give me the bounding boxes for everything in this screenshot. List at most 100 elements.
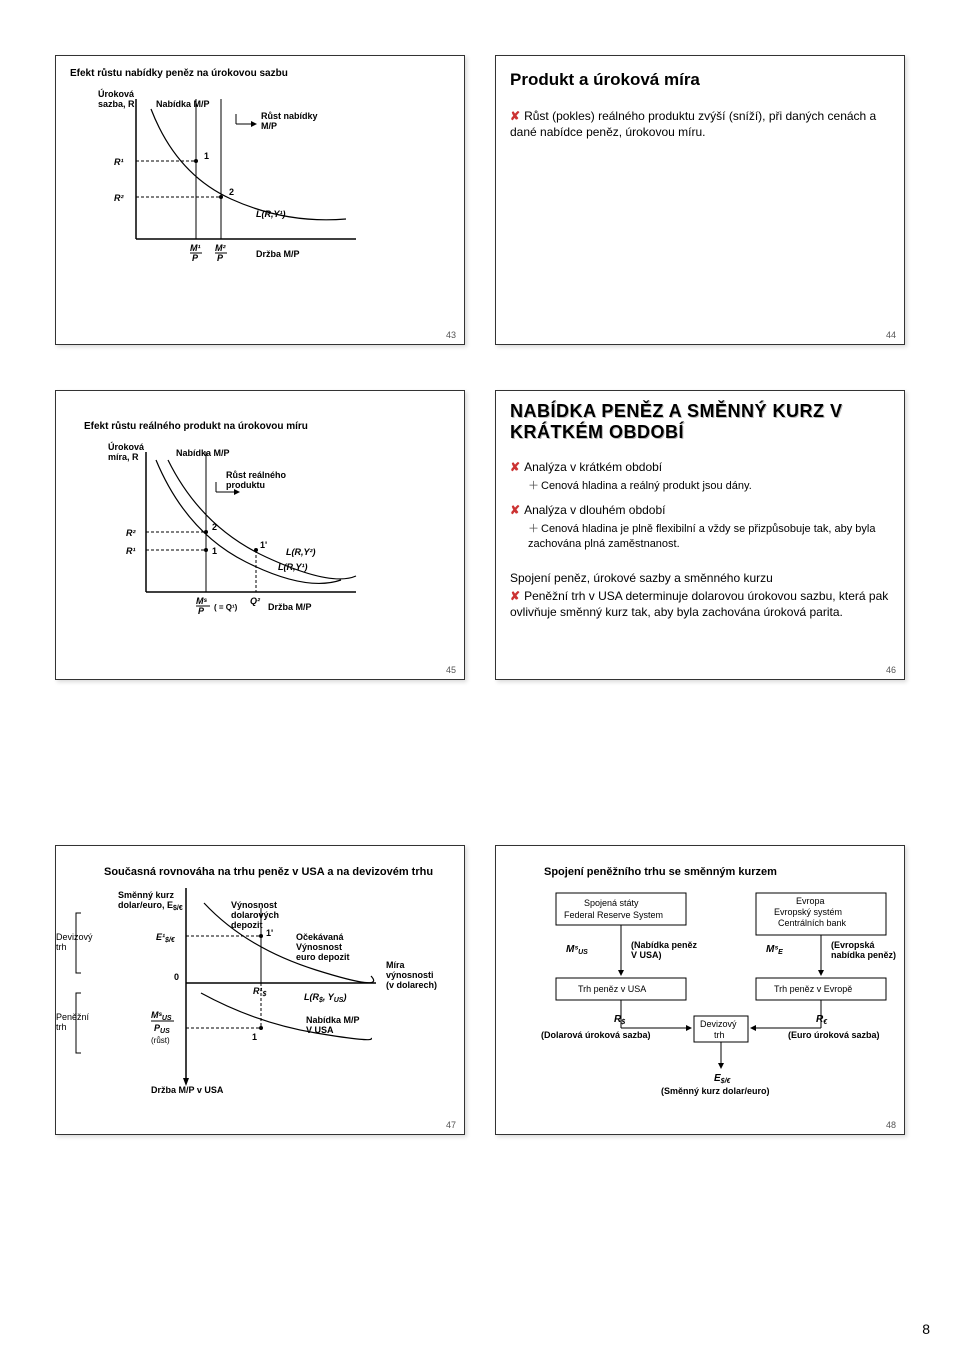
- svg-text:Mˢ: Mˢ: [196, 596, 207, 606]
- svg-text:P: P: [198, 606, 205, 616]
- slide-46-p2b: ✘Peněžní trh v USA determinuje dolarovou…: [510, 588, 890, 620]
- svg-text:Trh peněz v USA: Trh peněz v USA: [578, 984, 646, 994]
- slide-47-num: 47: [446, 1120, 456, 1130]
- slide-44-bullet: ✘Růst (pokles) reálného produktu zvýší (…: [510, 108, 890, 140]
- svg-text:2: 2: [212, 522, 217, 532]
- svg-text:PUS: PUS: [154, 1023, 170, 1035]
- svg-text:( = Q¹): ( = Q¹): [214, 603, 238, 612]
- svg-text:Nabídka M/P: Nabídka M/P: [156, 99, 210, 109]
- svg-text:L(R,Y²): L(R,Y²): [286, 547, 316, 557]
- svg-text:L(R$, YUS): L(R$, YUS): [304, 992, 346, 1004]
- svg-text:Nabídka M/P: Nabídka M/P: [306, 1015, 360, 1025]
- chart-43: Úroková sazba, R Nabídka M/P Růst nabídk…: [56, 79, 465, 329]
- svg-text:R$: R$: [614, 1014, 625, 1026]
- svg-text:M¹: M¹: [190, 243, 201, 253]
- svg-text:R¹: R¹: [114, 157, 124, 167]
- x-icon: ✘: [510, 460, 520, 474]
- svg-text:dolarových: dolarových: [231, 910, 279, 920]
- slide-44-num: 44: [886, 330, 896, 340]
- svg-text:R²: R²: [114, 193, 124, 203]
- slide-48-num: 48: [886, 1120, 896, 1130]
- svg-text:Evropa: Evropa: [796, 896, 825, 906]
- svg-text:M/P: M/P: [261, 121, 277, 131]
- svg-text:R¹: R¹: [126, 546, 136, 556]
- svg-text:Q²: Q²: [250, 596, 261, 606]
- slide-43: Efekt růstu nabídky peněz na úrokovou sa…: [55, 55, 465, 345]
- svg-text:Úroková: Úroková: [98, 88, 135, 99]
- svg-text:1: 1: [204, 151, 209, 161]
- svg-text:Růst reálného: Růst reálného: [226, 470, 287, 480]
- svg-text:(Dolarová úroková sazba): (Dolarová úroková sazba): [541, 1030, 651, 1040]
- slide-43-num: 43: [446, 330, 456, 340]
- svg-text:Výnosnost: Výnosnost: [231, 900, 277, 910]
- svg-text:R€: R€: [816, 1014, 828, 1026]
- x-icon: ✘: [510, 109, 520, 123]
- svg-text:Centrálních bank: Centrálních bank: [778, 918, 847, 928]
- slide-46-b1: ✘Analýza v krátkém období: [510, 459, 890, 475]
- slide-46-num: 46: [886, 665, 896, 675]
- svg-text:Peněžní: Peněžní: [56, 1012, 90, 1022]
- svg-text:trh: trh: [714, 1030, 725, 1040]
- slide-43-title: Efekt růstu nabídky peněz na úrokovou sa…: [70, 68, 464, 79]
- svg-text:Míra: Míra: [386, 960, 406, 970]
- slide-46-b2: ✘Analýza v dlouhém období: [510, 502, 890, 518]
- svg-text:R¹$: R¹$: [253, 986, 267, 998]
- chart-47: Devizový trh Peněžní trh Směnný kurz dol…: [56, 878, 465, 1128]
- svg-text:Devizový: Devizový: [56, 932, 93, 942]
- svg-text:(Euro úroková sazba): (Euro úroková sazba): [788, 1030, 880, 1040]
- slide-44-title: Produkt a úroková míra: [510, 70, 904, 90]
- chart-45: Úroková míra, R Nabídka M/P Růst reálnéh…: [56, 432, 465, 662]
- svg-text:výnosnosti: výnosnosti: [386, 970, 434, 980]
- svg-text:P: P: [192, 253, 199, 263]
- x-icon: ✘: [510, 589, 520, 603]
- svg-text:1': 1': [266, 928, 273, 938]
- svg-text:sazba, R: sazba, R: [98, 99, 135, 109]
- svg-text:L(R,Y¹): L(R,Y¹): [256, 209, 286, 219]
- slide-45-title: Efekt růstu reálného produkt na úrokovou…: [84, 421, 464, 432]
- slide-45: Efekt růstu reálného produkt na úrokovou…: [55, 390, 465, 680]
- slide-44: Produkt a úroková míra ✘Růst (pokles) re…: [495, 55, 905, 345]
- svg-text:V USA): V USA): [631, 950, 662, 960]
- svg-text:míra, R: míra, R: [108, 452, 139, 462]
- svg-text:Růst nabídky: Růst nabídky: [261, 111, 318, 121]
- svg-text:1: 1: [212, 546, 217, 556]
- slide-48: Spojení peněžního trhu se směnným kurzem…: [495, 845, 905, 1135]
- svg-text:euro depozit: euro depozit: [296, 952, 350, 962]
- svg-text:Trh peněz v Evropě: Trh peněz v Evropě: [774, 984, 852, 994]
- svg-text:2: 2: [229, 187, 234, 197]
- svg-text:depozit: depozit: [231, 920, 263, 930]
- slide-47-title: Současná rovnováha na trhu peněz v USA a…: [104, 866, 464, 878]
- svg-text:E$/€: E$/€: [714, 1073, 732, 1085]
- svg-text:Úroková: Úroková: [108, 441, 145, 452]
- slide-46-b1s: ＋Cenová hladina a reálný produkt jsou dá…: [528, 479, 890, 494]
- svg-text:(v dolarech): (v dolarech): [386, 980, 437, 990]
- svg-text:MˢUS: MˢUS: [566, 944, 588, 956]
- svg-text:(Nabídka peněz: (Nabídka peněz: [631, 940, 698, 950]
- diagram-48: Spojená státy Federal Reserve System Evr…: [496, 878, 905, 1128]
- svg-text:(růst): (růst): [151, 1036, 170, 1045]
- svg-text:Očekávaná: Očekávaná: [296, 932, 345, 942]
- svg-text:Spojená státy: Spojená státy: [584, 898, 639, 908]
- x-icon: ✘: [510, 503, 520, 517]
- svg-text:(Evropská: (Evropská: [831, 940, 876, 950]
- svg-text:1: 1: [252, 1032, 257, 1042]
- svg-text:trh: trh: [56, 942, 67, 952]
- svg-text:MˢE: MˢE: [766, 944, 783, 956]
- svg-text:MˢUS: MˢUS: [151, 1010, 172, 1022]
- slide-48-title: Spojení peněžního trhu se směnným kurzem: [544, 866, 904, 878]
- svg-text:L(R,Y¹): L(R,Y¹): [278, 562, 308, 572]
- slide-46-title-1: NABÍDKA PENĚZ A SMĚNNÝ KURZ V: [510, 401, 890, 422]
- svg-text:Evropský systém: Evropský systém: [774, 907, 842, 917]
- svg-text:Držba M/P v USA: Držba M/P v USA: [151, 1085, 224, 1095]
- svg-text:Nabídka M/P: Nabídka M/P: [176, 448, 230, 458]
- svg-text:(Směnný kurz dolar/euro): (Směnný kurz dolar/euro): [661, 1086, 770, 1096]
- svg-text:0: 0: [174, 972, 179, 982]
- svg-text:trh: trh: [56, 1022, 67, 1032]
- svg-text:nabídka peněz): nabídka peněz): [831, 950, 896, 960]
- svg-text:1': 1': [260, 540, 267, 550]
- slide-47: Současná rovnováha na trhu peněz v USA a…: [55, 845, 465, 1135]
- slide-45-num: 45: [446, 665, 456, 675]
- svg-text:V USA: V USA: [306, 1025, 334, 1035]
- svg-text:Držba M/P: Držba M/P: [268, 602, 312, 612]
- svg-text:Směnný kurz: Směnný kurz: [118, 890, 175, 900]
